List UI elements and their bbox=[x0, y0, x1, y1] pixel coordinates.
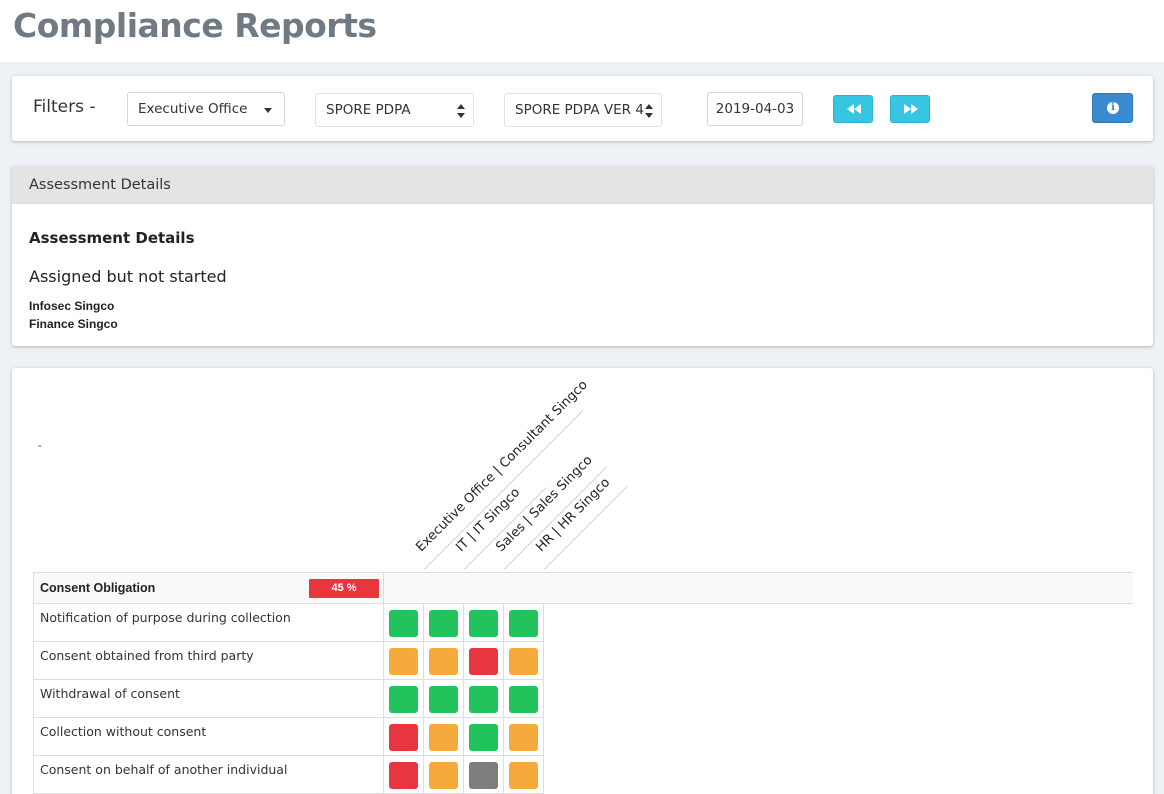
status-green-indicator bbox=[469, 610, 498, 637]
status-green-indicator bbox=[429, 610, 458, 637]
previous-date-button[interactable] bbox=[833, 95, 873, 123]
date-value: 2019-04-03 bbox=[715, 101, 795, 117]
assessment-entity: Infosec Singco bbox=[29, 299, 115, 313]
assessment-entity-list: Infosec Singco Finance Singco bbox=[29, 297, 118, 333]
department-value: Executive Office bbox=[138, 101, 248, 117]
assessment-status: Assigned but not started bbox=[29, 267, 227, 286]
status-green-indicator bbox=[509, 610, 538, 637]
status-orange-indicator bbox=[509, 724, 538, 751]
status-cell[interactable] bbox=[384, 756, 424, 794]
control-label: Consent obtained from third party bbox=[33, 642, 384, 680]
matrix-dash: - bbox=[38, 440, 42, 452]
status-cell[interactable] bbox=[504, 718, 544, 756]
status-cell[interactable] bbox=[424, 756, 464, 794]
section-header-fill bbox=[384, 572, 1133, 604]
fast-backward-icon bbox=[847, 104, 861, 114]
status-cell[interactable] bbox=[384, 604, 424, 642]
page-title: Compliance Reports bbox=[13, 6, 377, 45]
assessment-entity: Finance Singco bbox=[29, 317, 118, 331]
status-cell[interactable] bbox=[464, 604, 504, 642]
status-orange-indicator bbox=[429, 648, 458, 675]
department-dropdown[interactable]: Executive Office bbox=[127, 92, 285, 126]
section-title: Consent Obligation bbox=[40, 581, 156, 595]
compliance-percent-badge: 45 % bbox=[309, 579, 379, 598]
section-header-row: Consent Obligation 45 % bbox=[33, 572, 1133, 604]
status-cell[interactable] bbox=[504, 642, 544, 680]
select-arrows-icon bbox=[457, 104, 465, 118]
status-cell[interactable] bbox=[384, 680, 424, 718]
status-red-indicator bbox=[469, 648, 498, 675]
status-red-indicator bbox=[389, 762, 418, 789]
status-cell[interactable] bbox=[464, 756, 504, 794]
info-button[interactable]: i bbox=[1092, 93, 1133, 123]
status-cell[interactable] bbox=[384, 642, 424, 680]
assessment-heading: Assessment Details bbox=[29, 229, 195, 247]
assessment-panel-header: Assessment Details bbox=[12, 166, 1153, 204]
compliance-matrix-panel: - Executive Office | Consultant Singco I… bbox=[12, 368, 1153, 794]
filters-label: Filters - bbox=[33, 97, 96, 117]
status-gray-indicator bbox=[469, 762, 498, 789]
status-green-indicator bbox=[469, 724, 498, 751]
filter-bar: Filters - Executive Office SPORE PDPA SP… bbox=[12, 76, 1153, 141]
status-green-indicator bbox=[509, 686, 538, 713]
next-date-button[interactable] bbox=[890, 95, 930, 123]
status-green-indicator bbox=[389, 610, 418, 637]
status-orange-indicator bbox=[509, 648, 538, 675]
status-orange-indicator bbox=[509, 762, 538, 789]
status-green-indicator bbox=[429, 686, 458, 713]
status-cell[interactable] bbox=[464, 718, 504, 756]
caret-down-icon bbox=[264, 108, 272, 113]
info-icon: i bbox=[1107, 102, 1119, 114]
assessment-panel: Assessment Details Assessment Details As… bbox=[12, 166, 1153, 346]
control-label: Notification of purpose during collectio… bbox=[33, 604, 384, 642]
status-red-indicator bbox=[389, 724, 418, 751]
page-header: Compliance Reports bbox=[0, 0, 1164, 62]
status-cell[interactable] bbox=[464, 642, 504, 680]
status-cell[interactable] bbox=[424, 642, 464, 680]
status-cell[interactable] bbox=[504, 680, 544, 718]
section-label: Consent Obligation 45 % bbox=[33, 572, 384, 604]
status-green-indicator bbox=[469, 686, 498, 713]
control-label: Withdrawal of consent bbox=[33, 680, 384, 718]
date-field[interactable]: 2019-04-03 bbox=[707, 92, 803, 126]
control-label: Consent on behalf of another individual bbox=[33, 756, 384, 794]
version-value: SPORE PDPA VER 4 bbox=[515, 102, 644, 118]
status-cell[interactable] bbox=[424, 718, 464, 756]
regulation-value: SPORE PDPA bbox=[326, 102, 411, 118]
fast-forward-icon bbox=[904, 104, 918, 114]
select-arrows-icon bbox=[645, 104, 653, 118]
status-cell[interactable] bbox=[384, 718, 424, 756]
status-orange-indicator bbox=[429, 724, 458, 751]
status-cell[interactable] bbox=[504, 756, 544, 794]
control-label: Collection without consent bbox=[33, 718, 384, 756]
regulation-select[interactable]: SPORE PDPA bbox=[315, 93, 474, 127]
version-select[interactable]: SPORE PDPA VER 4 bbox=[504, 93, 662, 127]
status-orange-indicator bbox=[389, 648, 418, 675]
status-cell[interactable] bbox=[424, 604, 464, 642]
status-cell[interactable] bbox=[504, 604, 544, 642]
status-cell[interactable] bbox=[464, 680, 504, 718]
status-cell[interactable] bbox=[424, 680, 464, 718]
status-orange-indicator bbox=[429, 762, 458, 789]
status-green-indicator bbox=[389, 686, 418, 713]
